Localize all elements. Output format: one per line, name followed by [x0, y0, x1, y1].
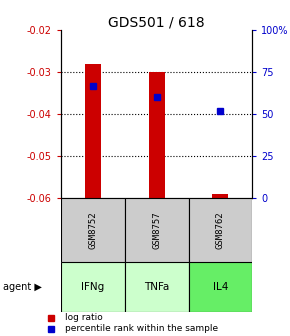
Text: GSM8762: GSM8762 — [216, 211, 225, 249]
Bar — [188, 262, 252, 312]
Bar — [212, 194, 228, 198]
Text: log ratio: log ratio — [65, 313, 103, 322]
Bar — [85, 64, 101, 198]
Text: GSM8757: GSM8757 — [152, 211, 161, 249]
Bar — [188, 198, 252, 262]
Text: agent ▶: agent ▶ — [3, 282, 42, 292]
Text: IL4: IL4 — [213, 282, 228, 292]
Text: TNFa: TNFa — [144, 282, 169, 292]
Text: percentile rank within the sample: percentile rank within the sample — [65, 324, 218, 333]
Bar — [125, 262, 188, 312]
Bar — [148, 72, 165, 198]
Bar — [125, 198, 188, 262]
Title: GDS501 / 618: GDS501 / 618 — [108, 15, 205, 29]
Bar — [61, 262, 125, 312]
Bar — [61, 198, 125, 262]
Text: GSM8752: GSM8752 — [88, 211, 97, 249]
Text: IFNg: IFNg — [81, 282, 104, 292]
